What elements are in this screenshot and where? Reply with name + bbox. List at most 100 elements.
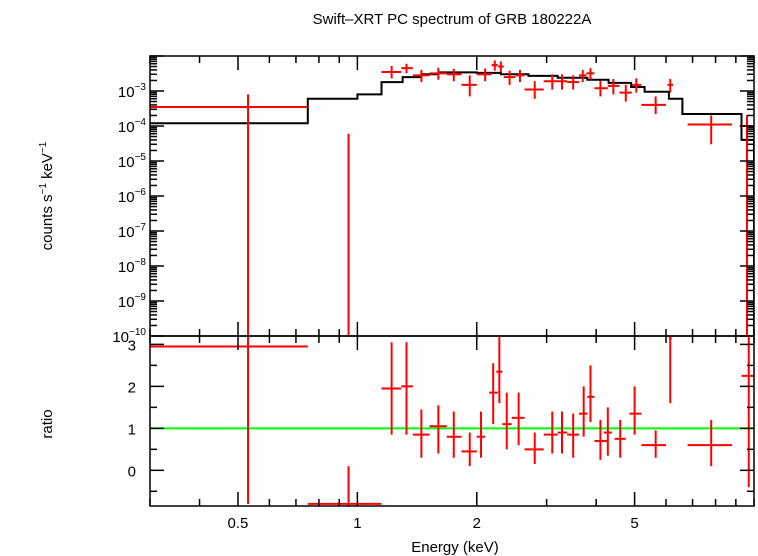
spectrum-data-point [667, 79, 674, 93]
spectrum-plot-area [150, 60, 754, 336]
spectrum-data-point [607, 79, 620, 95]
spectrum-y-tick-label: 10−4 [118, 117, 147, 136]
y-tick-exponent: −3 [135, 82, 147, 93]
y-tick-base: 10 [118, 189, 135, 206]
ratio-data-point [446, 411, 462, 458]
spectrum-data-point [429, 67, 447, 80]
y-tick-exponent: −9 [135, 292, 147, 303]
ratio-data-point [401, 342, 413, 435]
spectrum-data-point [586, 68, 595, 80]
y-tick-base: 10 [118, 259, 135, 276]
spectrum-data-point [515, 69, 525, 83]
y-tick-base: 10 [118, 294, 135, 311]
ratio-data-point [687, 419, 732, 467]
chart-title: Swift–XRT PC spectrum of GRB 180222A [313, 11, 592, 28]
ratio-data-point [614, 419, 626, 458]
spectrum-data-point [631, 78, 642, 93]
ratio-data-point [641, 430, 667, 458]
ratio-data-point [557, 411, 568, 454]
ratio-data-point [502, 392, 512, 450]
ratio-data-point [567, 413, 579, 458]
spectrum-data-point [619, 84, 632, 102]
x-tick-label: 1 [353, 515, 361, 532]
spectrum-y-tick-label: 10−9 [118, 292, 147, 311]
spectrum-frame [149, 55, 755, 337]
ratio-data-point [496, 336, 503, 404]
spectrum-y-tick-label: 10−3 [118, 82, 147, 101]
ratio-data-point [461, 432, 477, 467]
spectrum-y-tick-label: 10−10 [112, 327, 146, 346]
spectrum-data-point [594, 80, 608, 97]
model-step-line [150, 71, 754, 336]
ratio-data-point [429, 405, 447, 454]
spectrum-data-point [524, 81, 544, 99]
y-tick-base: 10 [118, 154, 135, 171]
x-tick-label: 5 [630, 515, 638, 532]
spectrum-data-point [497, 61, 504, 73]
spectrum-y-tick-label: 10−8 [118, 257, 147, 276]
ratio-y-tick-label: 1 [128, 421, 136, 438]
ratio-data-point [578, 386, 588, 437]
spectrum-data-point [346, 133, 351, 336]
spectrum-data-point [578, 69, 587, 83]
ratio-data-point [629, 386, 642, 435]
spectrum-data-point [503, 70, 516, 85]
spectrum-data-point [150, 94, 308, 336]
spectrum-data-point [381, 65, 402, 79]
x-tick-label: 2 [473, 515, 481, 532]
spectrum-data-point [557, 74, 568, 90]
ratio-frame [149, 335, 755, 507]
spectrum-y-tick-label: 10−7 [118, 222, 147, 241]
y-tick-exponent: −5 [135, 152, 147, 163]
top-y-label-mid: keV [39, 153, 56, 183]
ratio-data-point [412, 409, 430, 458]
y-tick-exponent: −7 [135, 222, 147, 233]
spectrum-y-tick-label: 10−6 [118, 187, 147, 206]
spectrum-data-point [446, 68, 462, 82]
spectrum-panel: 10−310−410−510−610−710−810−910−10 [112, 55, 755, 346]
ratio-data-point [587, 365, 595, 423]
y-tick-exponent: −6 [135, 187, 147, 198]
top-y-label-main: counts s [39, 194, 56, 250]
y-tick-base: 10 [118, 119, 135, 136]
top-y-axis-label: counts s−1 keV−1 [38, 141, 56, 250]
x-tick-label: 0.5 [228, 515, 249, 532]
ratio-data-point [668, 336, 672, 404]
spectrum-data-point [491, 60, 498, 71]
ratio-data-point [741, 336, 754, 488]
ratio-data-point [594, 419, 608, 460]
y-tick-base: 10 [118, 84, 135, 101]
ratio-data-point [150, 336, 308, 504]
spectrum-data-point [567, 75, 579, 90]
top-y-label-sup2: −1 [38, 141, 49, 153]
ratio-y-tick-label: 3 [128, 337, 136, 354]
ratio-data-point [524, 432, 544, 465]
ratio-data-point [543, 411, 558, 454]
spectrum-data-point [687, 115, 732, 145]
y-tick-base: 10 [112, 329, 129, 346]
ratio-data-point [489, 363, 498, 425]
y-tick-base: 10 [118, 224, 135, 241]
spectrum-data-point [476, 68, 492, 82]
spectrum-data-point [641, 96, 667, 115]
spectrum-y-tick-label: 10−5 [118, 152, 147, 171]
ratio-data-point [603, 407, 612, 456]
ratio-plot-area [150, 336, 754, 506]
x-axis-label: Energy (keV) [411, 539, 499, 556]
ratio-panel: 0.5 1 2 5 0 1 2 3 [128, 335, 755, 532]
bottom-y-axis-label: ratio [39, 409, 56, 438]
ratio-data-point [476, 411, 486, 458]
ratio-data-point [307, 466, 382, 506]
y-tick-exponent: −8 [135, 257, 147, 268]
y-tick-exponent: −4 [135, 117, 147, 128]
y-tick-exponent: −10 [129, 327, 146, 338]
spectrum-data-point [412, 69, 430, 83]
ratio-y-tick-label: 0 [128, 463, 136, 480]
ratio-data-point [511, 392, 525, 446]
top-y-label-sup1: −1 [38, 183, 49, 195]
spectrum-data-point [461, 75, 477, 97]
ratio-y-tick-label: 2 [128, 379, 136, 396]
spectrum-data-point [543, 74, 558, 90]
